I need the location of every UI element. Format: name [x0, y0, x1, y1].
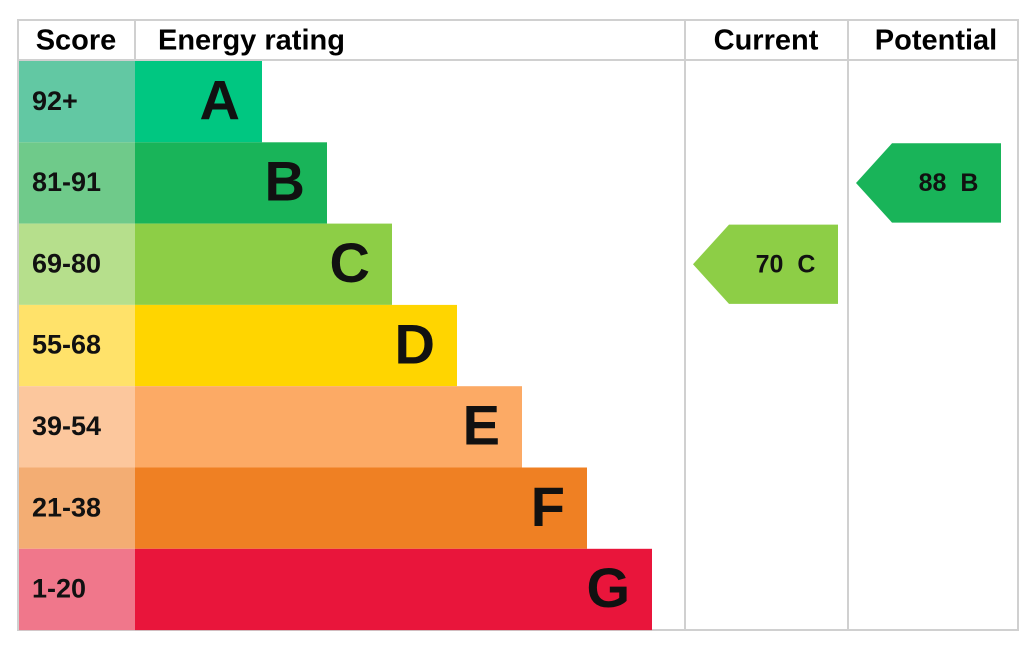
rating-letter: G: [586, 556, 630, 619]
score-cell: [19, 223, 135, 305]
score-label: 69-80: [32, 248, 101, 278]
score-label: 81-91: [32, 167, 101, 197]
current-arrow: [693, 224, 838, 304]
rating-bar: [135, 304, 457, 387]
rating-bar: [135, 548, 652, 631]
rating-letter: B: [265, 150, 305, 213]
score-cell: [19, 142, 135, 224]
score-cell: [19, 548, 135, 631]
score-cell: [19, 386, 135, 468]
potential-arrow: [856, 143, 1001, 223]
score-label: 1-20: [32, 574, 86, 604]
header: Energy rating: [158, 25, 345, 57]
current-label: 70 C: [756, 250, 816, 278]
header: Score: [36, 25, 117, 57]
potential-value: 88: [919, 169, 947, 197]
score-label: 55-68: [32, 330, 101, 360]
score-cell: [19, 304, 135, 387]
rating-letter: A: [200, 68, 240, 131]
potential-label: 88 B: [919, 169, 979, 197]
rating-letter: C: [330, 231, 370, 294]
score-cell: [19, 467, 135, 549]
rating-bar: [135, 467, 587, 549]
rating-letter: D: [395, 312, 435, 375]
score-label: 92+: [32, 86, 78, 116]
rating-bar: [135, 386, 522, 468]
current-rating: C: [797, 250, 815, 278]
potential-rating: B: [960, 169, 978, 197]
header: Potential: [875, 25, 997, 57]
header: Current: [714, 25, 819, 57]
score-cell: [19, 61, 135, 143]
rating-bar: [135, 223, 392, 305]
current-value: 70: [756, 250, 784, 278]
score-label: 21-38: [32, 492, 101, 522]
rating-letter: F: [531, 475, 565, 538]
rating-letter: E: [463, 394, 500, 457]
rating-bar: [135, 61, 262, 143]
score-label: 39-54: [32, 411, 101, 441]
rating-bar: [135, 142, 327, 224]
